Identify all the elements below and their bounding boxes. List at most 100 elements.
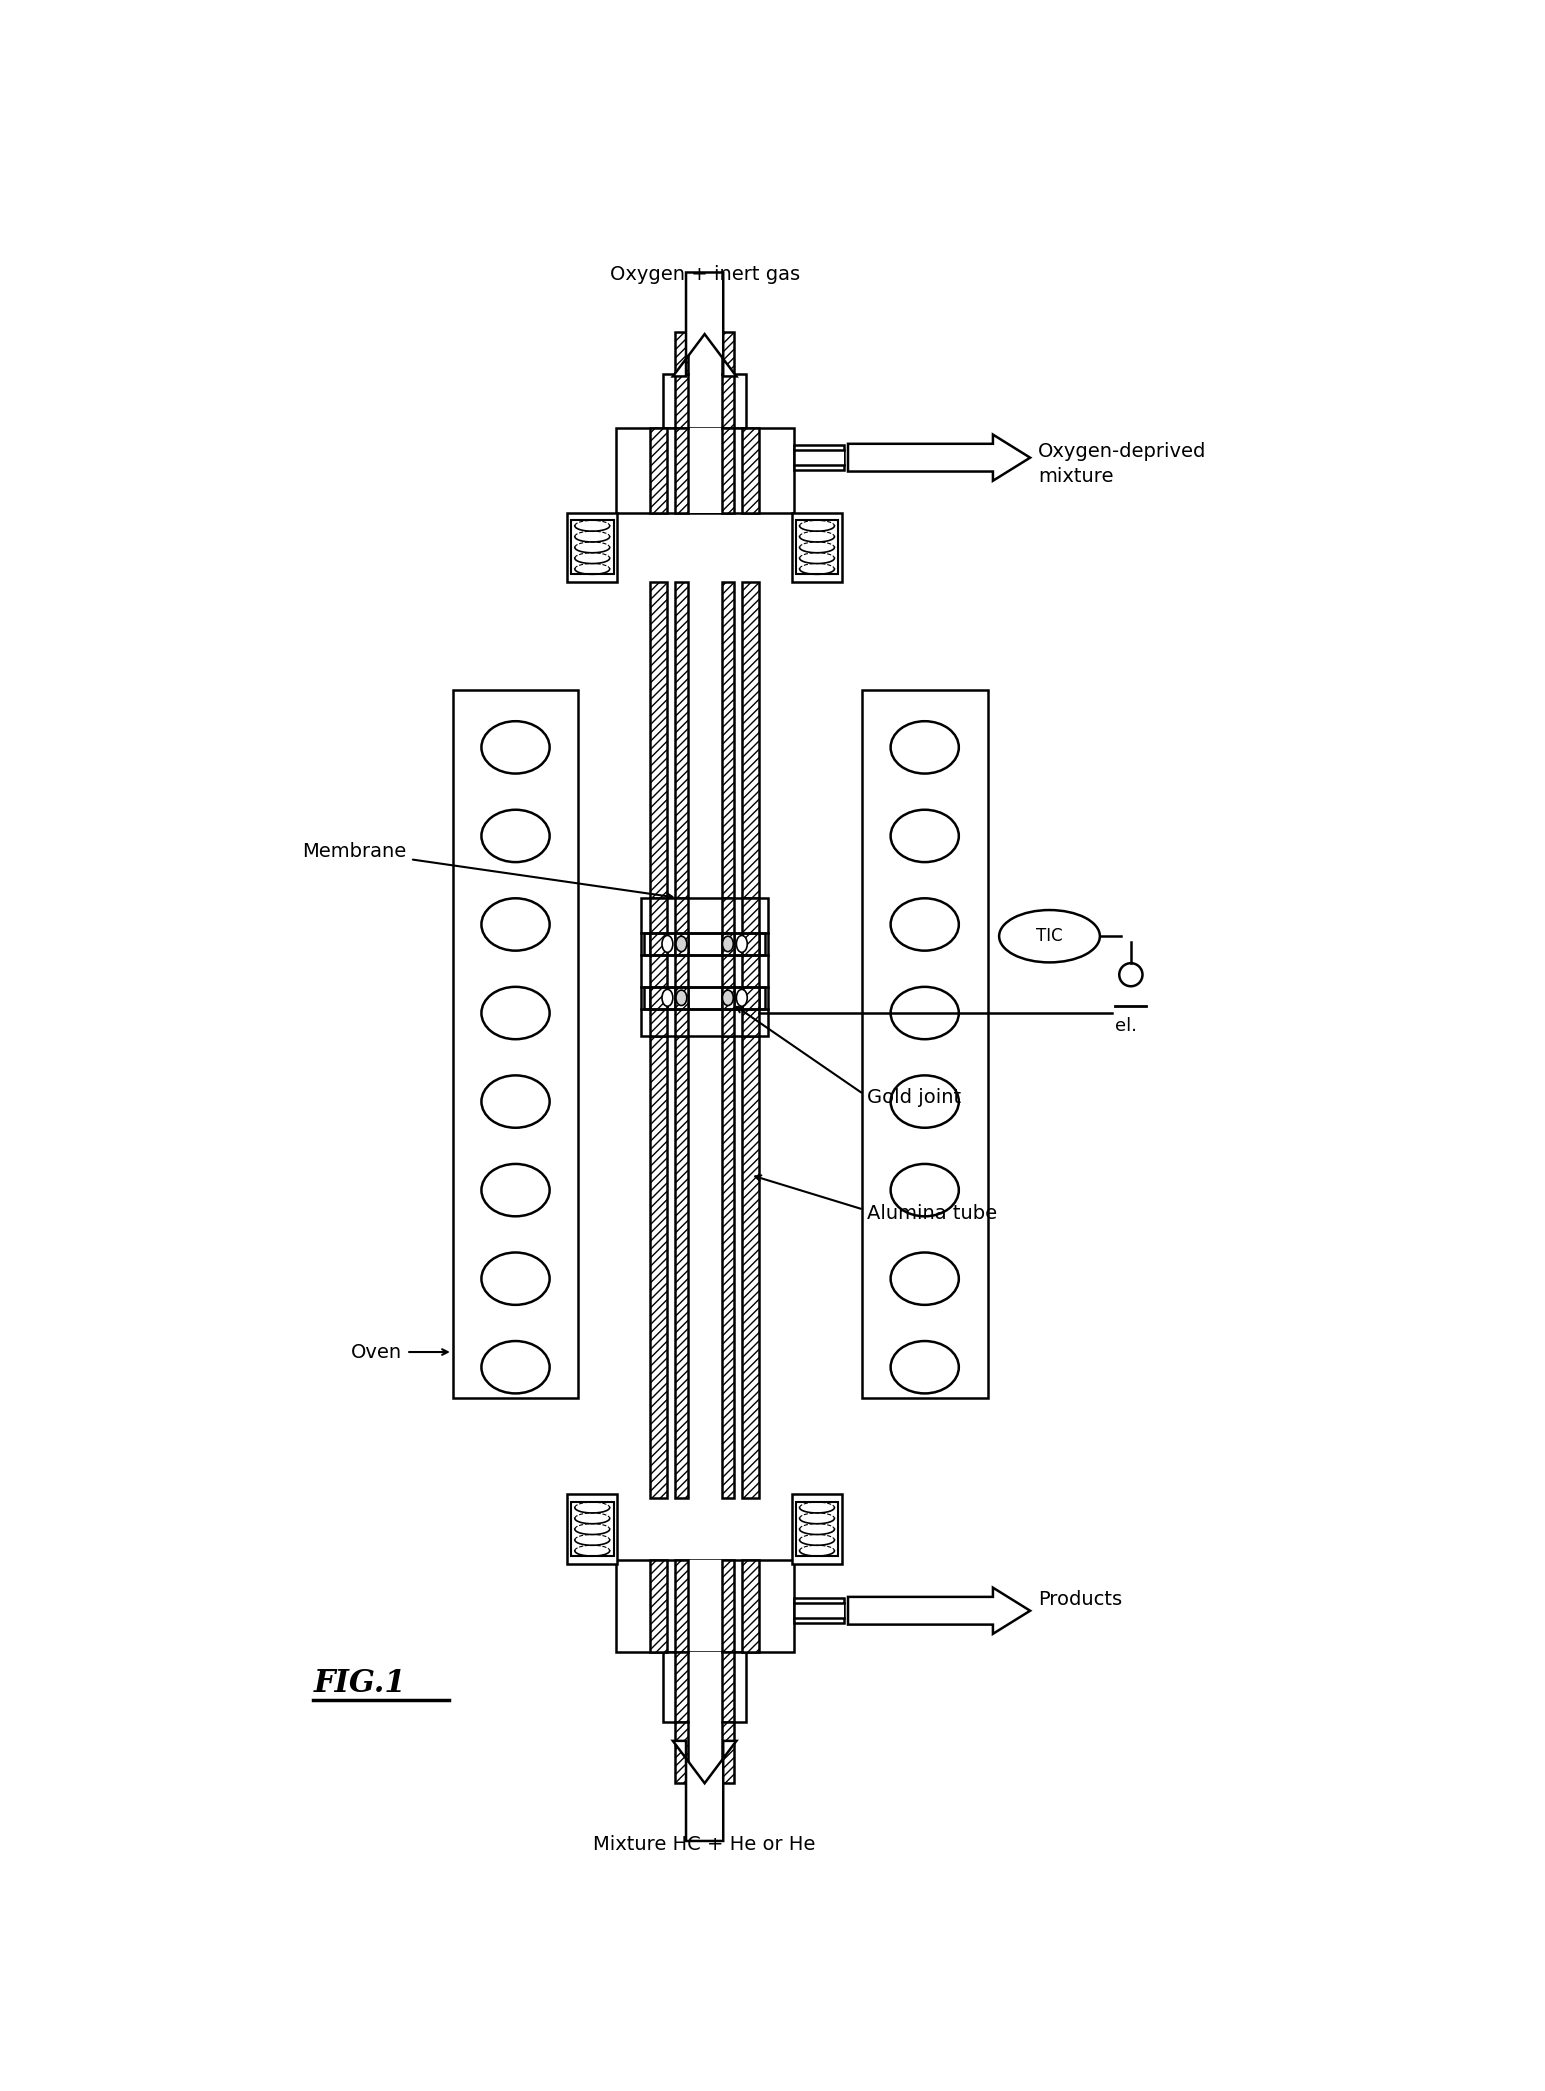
Bar: [796, 1501, 839, 1556]
Bar: [796, 1604, 844, 1618]
Ellipse shape: [482, 899, 550, 951]
Bar: [675, 987, 688, 1008]
Bar: [722, 332, 734, 374]
Polygon shape: [848, 435, 1031, 481]
Ellipse shape: [723, 991, 734, 1006]
Ellipse shape: [482, 809, 550, 861]
Ellipse shape: [482, 1340, 550, 1393]
Ellipse shape: [677, 991, 688, 1006]
Bar: [663, 1652, 746, 1721]
Ellipse shape: [737, 935, 748, 951]
Ellipse shape: [890, 809, 959, 861]
Text: Membrane: Membrane: [301, 843, 406, 861]
Bar: [742, 1560, 759, 1652]
Bar: [644, 933, 765, 956]
Ellipse shape: [890, 899, 959, 951]
Text: Oxygen-deprived
mixture: Oxygen-deprived mixture: [1038, 443, 1207, 487]
Bar: [663, 374, 746, 429]
Bar: [688, 581, 722, 1499]
Bar: [862, 690, 987, 1399]
Bar: [567, 1495, 618, 1564]
Bar: [796, 521, 839, 575]
Bar: [688, 1560, 722, 1652]
Text: Gold joint: Gold joint: [867, 1089, 961, 1108]
Bar: [615, 429, 794, 512]
Bar: [722, 987, 734, 1008]
Ellipse shape: [482, 1075, 550, 1127]
Bar: [722, 1721, 734, 1784]
Polygon shape: [848, 1587, 1031, 1633]
Bar: [641, 897, 768, 1037]
Bar: [722, 374, 734, 429]
Bar: [675, 581, 688, 1499]
Bar: [453, 690, 578, 1399]
Bar: [675, 429, 688, 512]
Ellipse shape: [661, 989, 674, 1006]
Text: el.: el.: [1115, 1016, 1137, 1035]
Bar: [675, 1721, 688, 1784]
Bar: [742, 987, 759, 1008]
Ellipse shape: [661, 935, 674, 951]
Ellipse shape: [890, 1253, 959, 1305]
Ellipse shape: [890, 721, 959, 774]
Bar: [650, 429, 667, 512]
Bar: [650, 987, 667, 1008]
Bar: [675, 332, 688, 374]
Polygon shape: [674, 272, 737, 376]
Bar: [796, 450, 844, 466]
Bar: [688, 374, 722, 429]
Ellipse shape: [482, 987, 550, 1039]
Bar: [688, 429, 722, 512]
Bar: [650, 897, 667, 1037]
Text: FIG.1: FIG.1: [314, 1669, 406, 1698]
Ellipse shape: [723, 937, 734, 951]
Bar: [722, 1560, 734, 1652]
Bar: [742, 933, 759, 956]
Ellipse shape: [890, 1075, 959, 1127]
Bar: [688, 1721, 722, 1784]
Bar: [688, 1652, 722, 1721]
Text: Oven: Oven: [351, 1342, 402, 1361]
Ellipse shape: [1000, 910, 1100, 962]
Bar: [722, 1652, 734, 1721]
Bar: [650, 933, 667, 956]
Ellipse shape: [482, 1253, 550, 1305]
Bar: [791, 512, 842, 581]
Ellipse shape: [737, 989, 748, 1006]
Bar: [742, 429, 759, 512]
Ellipse shape: [482, 1165, 550, 1217]
Bar: [644, 987, 765, 1008]
Bar: [675, 1652, 688, 1721]
Text: Products: Products: [1038, 1589, 1122, 1608]
Bar: [791, 1495, 842, 1564]
Bar: [722, 429, 734, 512]
Text: Mixture HC + He or He: Mixture HC + He or He: [593, 1836, 816, 1855]
Text: Alumina tube: Alumina tube: [867, 1204, 998, 1223]
Ellipse shape: [890, 1340, 959, 1393]
Bar: [572, 1501, 613, 1556]
Bar: [742, 581, 759, 1499]
Bar: [675, 374, 688, 429]
Polygon shape: [674, 1742, 737, 1840]
Text: TIC: TIC: [1037, 926, 1063, 945]
Text: Oxygen + inert gas: Oxygen + inert gas: [610, 266, 800, 284]
Bar: [722, 897, 734, 1037]
Ellipse shape: [890, 987, 959, 1039]
Bar: [688, 332, 722, 374]
Bar: [675, 897, 688, 1037]
Bar: [722, 933, 734, 956]
Bar: [794, 1598, 844, 1623]
Bar: [742, 897, 759, 1037]
Bar: [794, 445, 844, 470]
Bar: [572, 521, 613, 575]
Ellipse shape: [482, 721, 550, 774]
Bar: [675, 933, 688, 956]
Bar: [650, 581, 667, 1499]
Bar: [722, 581, 734, 1499]
Bar: [650, 1560, 667, 1652]
Ellipse shape: [1119, 964, 1142, 987]
Bar: [675, 1560, 688, 1652]
Bar: [567, 512, 618, 581]
Bar: [615, 1560, 794, 1652]
Ellipse shape: [890, 1165, 959, 1217]
